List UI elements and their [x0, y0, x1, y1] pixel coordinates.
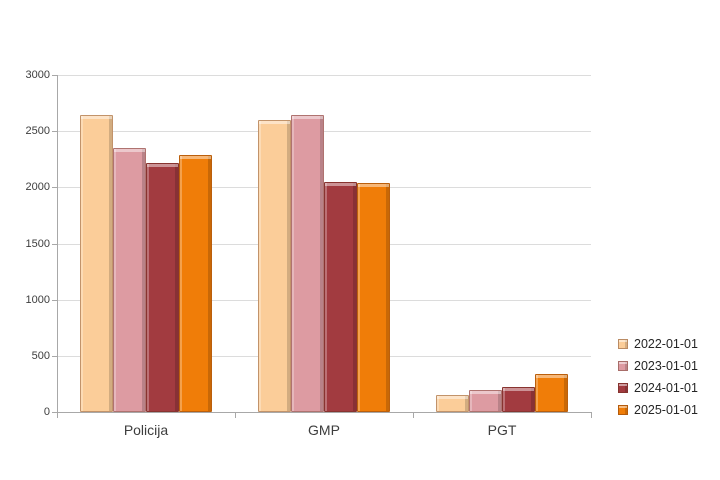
y-tick-label: 0 — [43, 406, 50, 418]
x-axis-tick — [591, 413, 592, 418]
legend-swatch-icon — [618, 383, 628, 393]
x-axis-tick — [235, 413, 236, 418]
bar-2023-01-01-GMP — [291, 115, 324, 412]
legend-item: 2024-01-01 — [618, 381, 698, 395]
y-axis-line — [57, 75, 58, 412]
bar-2024-01-01-GMP — [324, 182, 357, 412]
legend-label: 2024-01-01 — [634, 381, 698, 395]
y-axis-tick — [52, 300, 57, 301]
y-axis-tick — [52, 356, 57, 357]
x-axis-tick — [413, 413, 414, 418]
y-tick-label: 2000 — [25, 181, 50, 193]
legend-label: 2025-01-01 — [634, 403, 698, 417]
bar-2022-01-01-Policija — [80, 115, 113, 412]
y-tick-label: 3000 — [25, 69, 50, 81]
y-axis-tick — [52, 75, 57, 76]
x-axis-tick — [57, 413, 58, 418]
legend-swatch-icon — [618, 405, 628, 415]
y-tick-label: 500 — [31, 350, 50, 362]
x-category-label: PGT — [487, 422, 517, 438]
bar-2025-01-01-PGT — [535, 374, 568, 412]
legend-swatch-icon — [618, 339, 628, 349]
y-tick-label: 1000 — [25, 294, 50, 306]
x-category-label: Policija — [123, 422, 169, 438]
legend-swatch-icon — [618, 361, 628, 371]
bar-2025-01-01-Policija — [179, 155, 212, 412]
bar-2024-01-01-PGT — [502, 387, 535, 412]
bar-2025-01-01-GMP — [357, 183, 390, 412]
y-axis-tick — [52, 412, 57, 413]
legend-item: 2025-01-01 — [618, 403, 698, 417]
y-axis-tick — [52, 244, 57, 245]
y-axis-tick — [52, 131, 57, 132]
y-tick-label: 2500 — [25, 125, 50, 137]
y-axis-tick — [52, 187, 57, 188]
y-tick-label: 1500 — [25, 238, 50, 250]
legend-item: 2023-01-01 — [618, 359, 698, 373]
bar-2022-01-01-GMP — [258, 120, 291, 412]
x-axis-line — [57, 412, 592, 413]
legend-label: 2022-01-01 — [634, 337, 698, 351]
legend-label: 2023-01-01 — [634, 359, 698, 373]
bar-2023-01-01-Policija — [113, 148, 146, 412]
bar-2024-01-01-Policija — [146, 163, 179, 412]
legend-item: 2022-01-01 — [618, 337, 698, 351]
x-category-label: GMP — [308, 422, 340, 438]
y-gridline — [57, 131, 591, 132]
y-gridline — [57, 75, 591, 76]
bar-2023-01-01-PGT — [469, 390, 502, 412]
bar-2022-01-01-PGT — [436, 395, 469, 412]
